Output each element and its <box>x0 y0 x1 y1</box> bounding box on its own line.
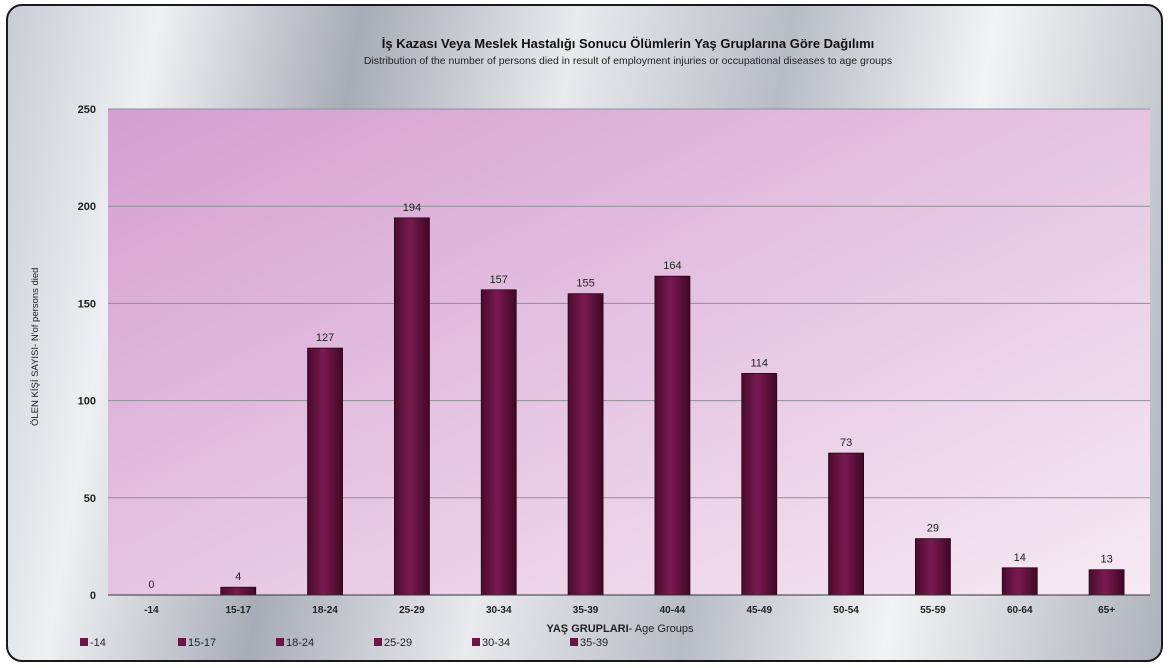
bar <box>220 586 257 596</box>
y-tick-label: 100 <box>78 396 96 408</box>
y-axis-ticks: 0 50 100 150 200 250 <box>78 104 96 602</box>
y-axis-label: ÖLEN KİŞİ SAYISI- N'of persons died <box>30 268 41 426</box>
x-tick-label: 45-49 <box>746 605 772 616</box>
x-tick-label: 50-54 <box>833 605 859 616</box>
legend-label: 18-24 <box>286 637 314 649</box>
y-tick-label: 250 <box>78 104 96 116</box>
bar-chart: İş Kazası Veya Meslek Hastalığı Sonucu Ö… <box>30 36 1150 649</box>
data-label: 29 <box>927 523 939 535</box>
legend-label: 15-17 <box>188 637 216 649</box>
bar <box>1001 567 1038 596</box>
data-label: 194 <box>403 202 421 214</box>
data-label: 13 <box>1100 554 1112 566</box>
bar <box>1088 569 1125 596</box>
plot-area <box>108 109 1150 595</box>
x-tick-label: 55-59 <box>920 605 946 616</box>
bar <box>394 217 430 596</box>
gridlines <box>108 108 1150 499</box>
y-tick-label: 150 <box>78 298 96 310</box>
y-tick-label: 0 <box>90 590 96 602</box>
data-label: 14 <box>1014 552 1026 564</box>
y-tick-label: 50 <box>84 493 96 505</box>
data-label: 0 <box>148 579 154 591</box>
x-axis-label-rest: - Age Groups <box>629 623 694 635</box>
legend-swatch <box>276 638 284 646</box>
data-label: 114 <box>750 357 768 369</box>
data-label: 127 <box>316 332 334 344</box>
x-tick-label: -14 <box>144 605 159 616</box>
legend: -14 15-17 18-24 25-29 30-34 35-39 <box>80 637 608 649</box>
bar <box>828 452 864 596</box>
x-axis-label-bold: YAŞ GRUPLARI <box>547 623 629 635</box>
legend-swatch <box>374 638 382 646</box>
data-label: 73 <box>840 437 852 449</box>
bar <box>307 347 343 596</box>
bar <box>480 289 517 596</box>
y-tick-label: 200 <box>78 201 96 213</box>
x-tick-label: 40-44 <box>660 605 686 616</box>
legend-swatch <box>80 638 88 646</box>
legend-label: 25-29 <box>384 637 412 649</box>
bar <box>567 293 604 596</box>
legend-label: 30-34 <box>482 637 510 649</box>
x-axis-label: YAŞ GRUPLARI- Age Groups <box>547 623 694 635</box>
legend-label: -14 <box>90 637 106 649</box>
data-label: 164 <box>663 260 681 272</box>
data-label: 4 <box>235 571 241 583</box>
x-tick-label: 65+ <box>1098 605 1115 616</box>
bars: 0 4 127 194 157 155 164 114 73 29 14 13 <box>148 202 1125 596</box>
legend-swatch <box>472 638 480 646</box>
data-label: 155 <box>576 278 594 290</box>
data-label: 157 <box>490 274 508 286</box>
x-tick-label: 35-39 <box>573 605 599 616</box>
legend-swatch <box>570 638 578 646</box>
x-axis-ticks: -14 15-17 18-24 25-29 30-34 35-39 40-44 45-49 50… <box>144 605 1115 616</box>
bar <box>741 372 778 596</box>
chart-title: İş Kazası Veya Meslek Hastalığı Sonucu Ö… <box>382 36 875 51</box>
x-tick-label: 25-29 <box>399 605 425 616</box>
legend-swatch <box>178 638 186 646</box>
x-tick-label: 15-17 <box>225 605 251 616</box>
x-tick-label: 30-34 <box>486 605 512 616</box>
bar <box>915 538 951 596</box>
x-tick-label: 60-64 <box>1007 605 1033 616</box>
x-tick-label: 18-24 <box>312 605 338 616</box>
bar <box>654 275 691 596</box>
chart-frame: İş Kazası Veya Meslek Hastalığı Sonucu Ö… <box>6 4 1163 662</box>
chart-subtitle: Distribution of the number of persons di… <box>364 55 892 67</box>
legend-label: 35-39 <box>580 637 608 649</box>
